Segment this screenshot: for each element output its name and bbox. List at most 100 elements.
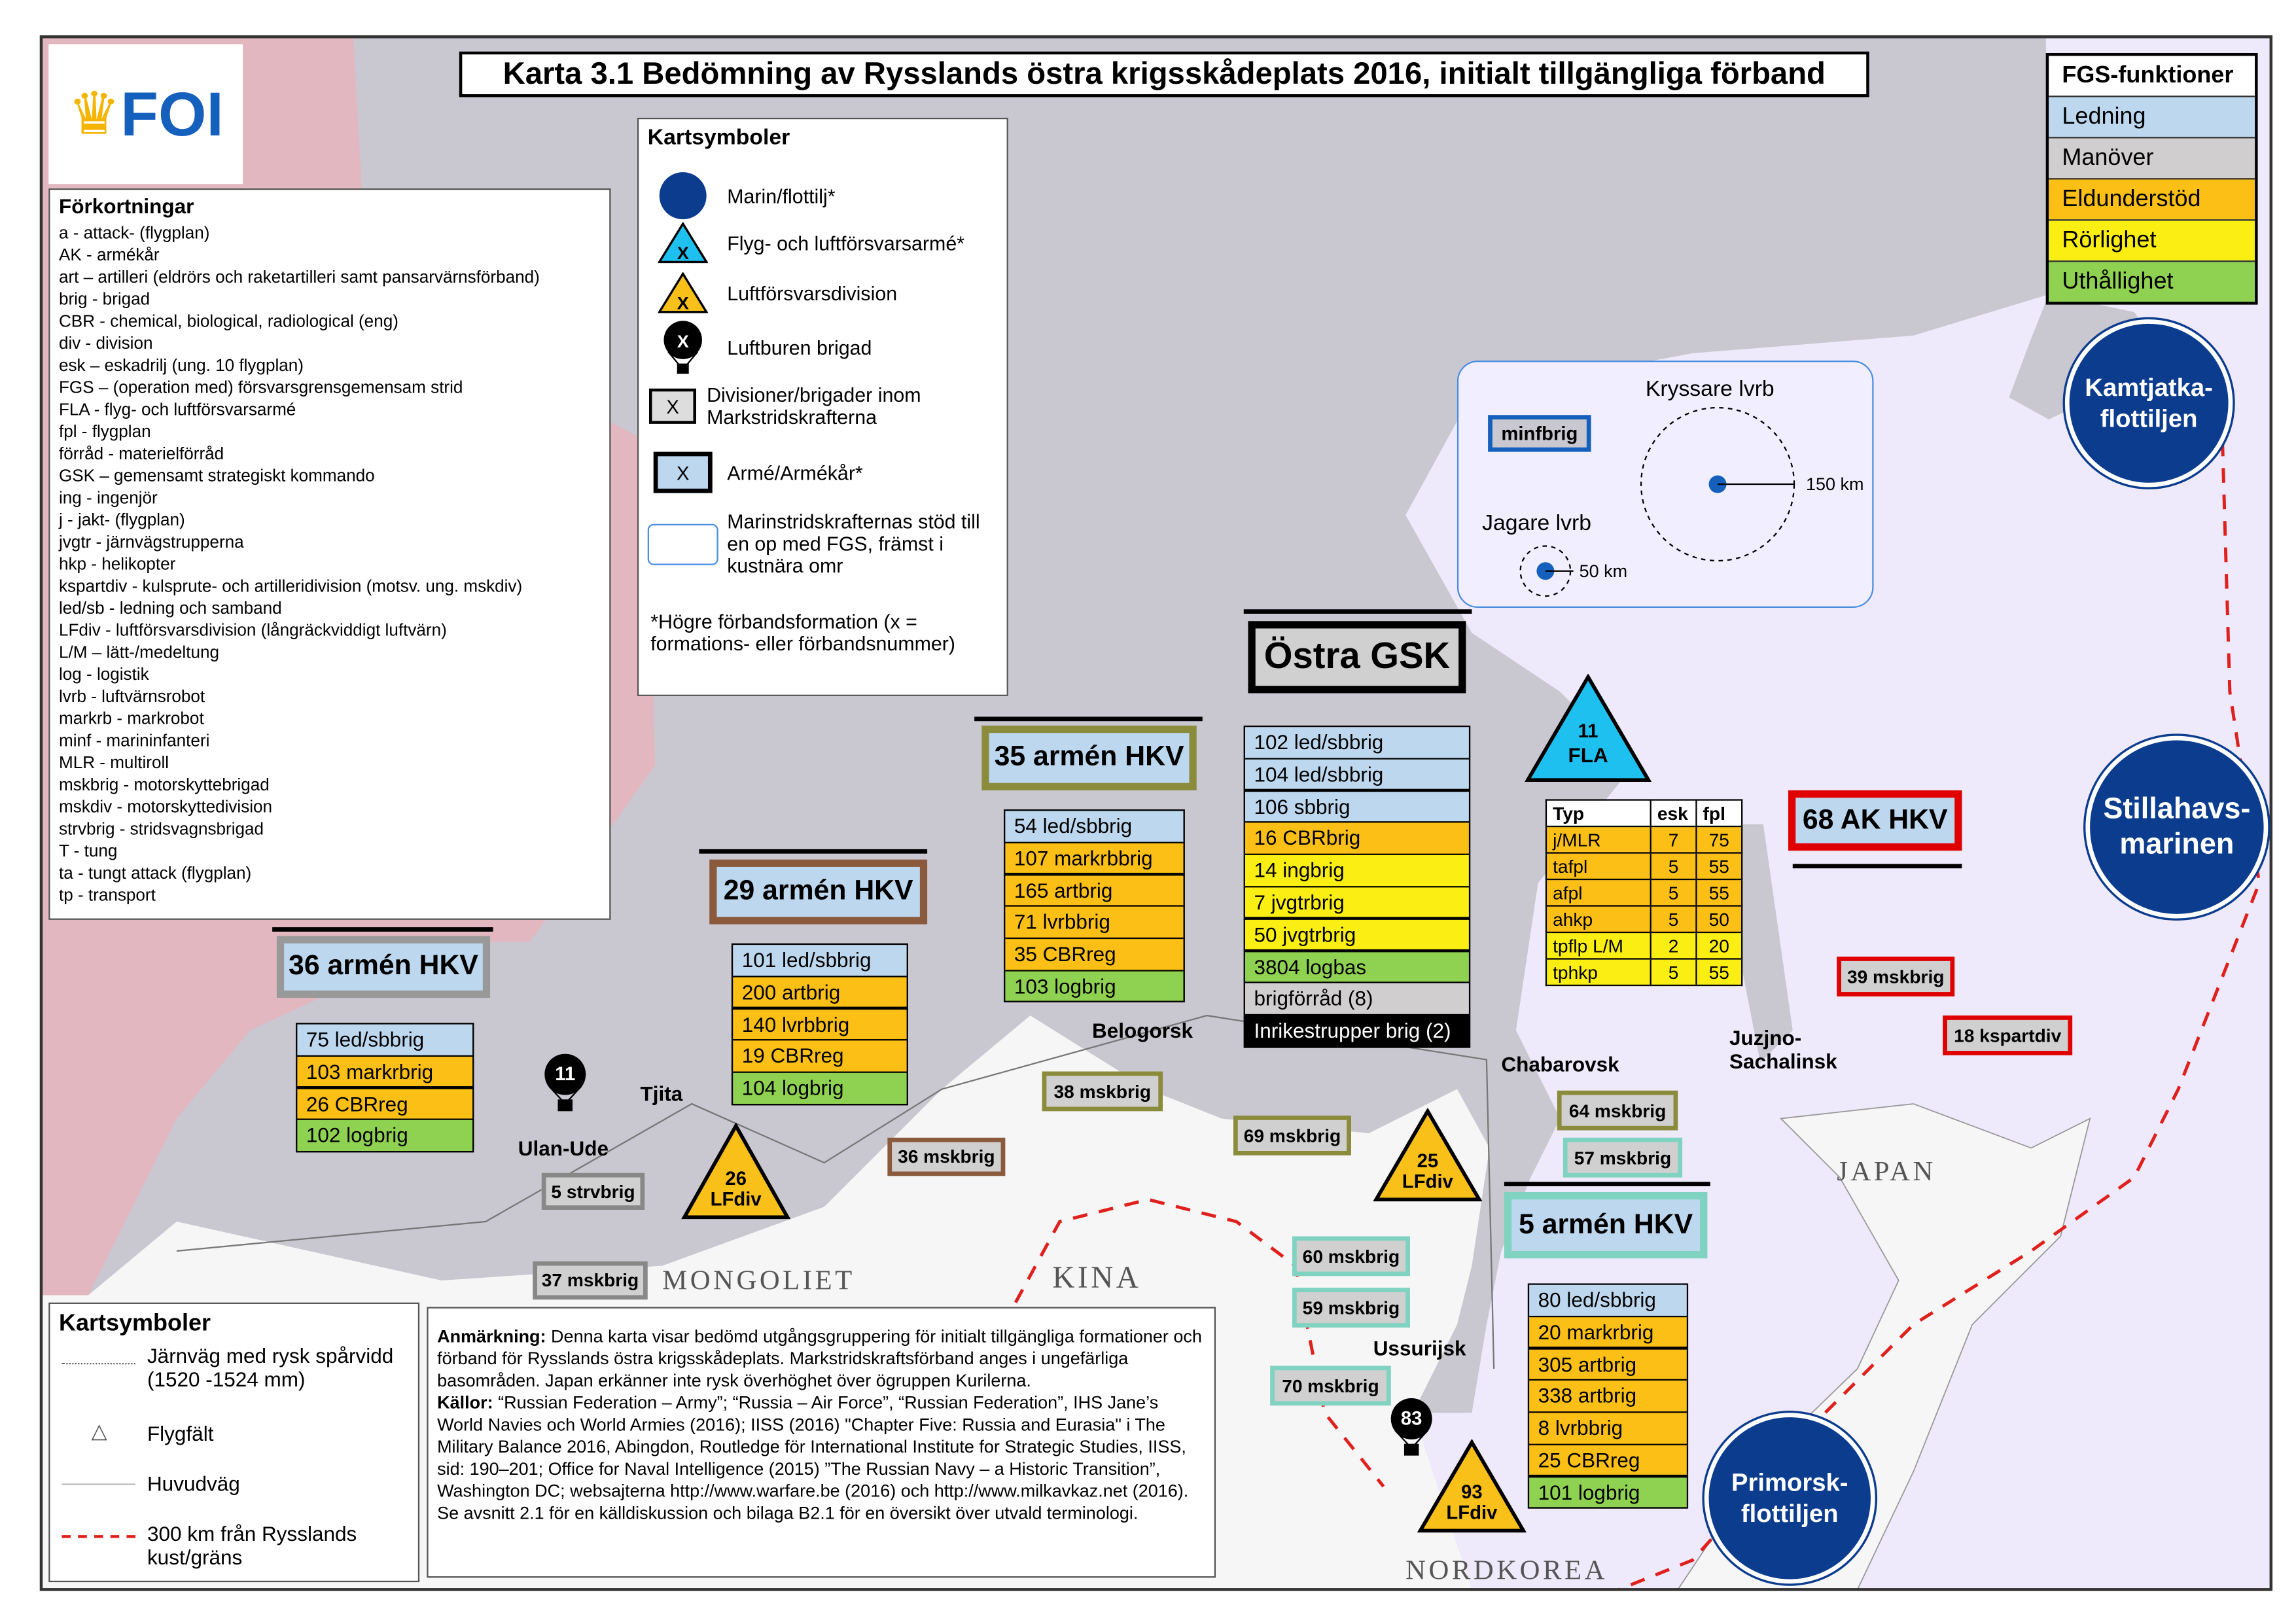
unit-tag: 59 mskbrig: [1292, 1288, 1410, 1328]
destroyer-range: 50 km: [1579, 561, 1628, 582]
abbreviation-item: art – artilleri (eldrörs och raketartill…: [58, 268, 540, 287]
unit-item: 305 artbrig: [1529, 1349, 1687, 1379]
abbreviation-item: markrb - markrobot: [58, 709, 204, 729]
red-line-icon: [62, 1535, 135, 1538]
table-cell: 55: [1695, 958, 1743, 987]
table-header: fpl: [1695, 799, 1743, 828]
remark-label: Anmärkning:: [437, 1326, 546, 1347]
abbreviations-header: Förkortningar: [58, 194, 194, 218]
abbreviation-item: MLR - multiroll: [58, 753, 169, 773]
fla-triangle-icon: X: [658, 222, 708, 264]
abbreviation-item: FGS – (operation med) försvarsgrensgemen…: [58, 378, 463, 398]
symbol-lfdiv: X Luftförsvarsdivision: [639, 272, 1006, 313]
cruiser-label: Kryssare lvrb: [1645, 376, 1775, 402]
abbreviation-item: led/sb - ledning och samband: [58, 599, 282, 618]
hq-ostra-gsk: Östra GSK: [1248, 621, 1466, 694]
abbreviation-item: ta - tungt attack (flygplan): [58, 864, 252, 883]
city-belogorsk: Belogorsk: [1092, 1018, 1193, 1042]
lfdiv-triangle-icon: [1417, 1438, 1527, 1533]
unit-item: 20 markrbrig: [1529, 1316, 1687, 1347]
abbreviation-item: L/M – lätt-/medeltung: [58, 643, 219, 663]
country-mongolia: MONGOLIET: [662, 1265, 855, 1297]
unit-tag: 39 mskbrig: [1837, 957, 1955, 996]
units-35-army: 54 led/sbbrig 107 markrbbrig 165 artbrig 71…: [1004, 809, 1185, 1003]
country-north-korea: NORDKOREA: [1405, 1555, 1608, 1587]
abbreviation-item: jvgtr - järnvägstrupperna: [58, 533, 244, 552]
fgs-item-rorlighet: Rörlighet: [2049, 219, 2255, 261]
see-also-text: Se avsnitt 2.1 för en källdiskussion och…: [437, 1502, 1139, 1524]
crown-icon: ♛: [67, 81, 121, 147]
city-ulan-ude: Ulan-Ude: [518, 1136, 609, 1160]
unit-item: 7 jvgtrbrig: [1245, 887, 1469, 918]
lfdiv-93-triangle: 93 LFdiv: [1417, 1438, 1527, 1534]
unit-item: 101 led/sbbrig: [733, 945, 907, 976]
unit-item: 104 led/sbbrig: [1245, 759, 1469, 790]
fla-11-triangle: 11 FLA: [1524, 673, 1652, 783]
hq-35-army: 35 armén HKV: [981, 725, 1197, 790]
unit-item: 200 artbrig: [733, 977, 907, 1008]
symbol-fla: X Flyg- och luftförsvarsarmé*: [639, 222, 1006, 264]
unit-tag: 36 mskbrig: [887, 1137, 1006, 1176]
fla-label: FLA: [1568, 743, 1608, 767]
hq-bar: [974, 716, 1203, 722]
navy-circle-icon: [659, 172, 707, 220]
legend2-header: Kartsymboler: [58, 1311, 211, 1337]
hq-68-ak: 68 AK HKV: [1788, 790, 1962, 851]
parachute-icon: X: [663, 321, 702, 374]
hq-bar: [1504, 1182, 1710, 1187]
army-corps-icon: X: [653, 451, 713, 493]
symbol-label: Marinstridskrafternas stöd till en op me…: [727, 510, 980, 577]
unit-item: 102 logbrig: [297, 1120, 473, 1151]
legend2-label: Järnväg med rysk spårvidd (1520 -1524 mm…: [147, 1343, 394, 1391]
ground-unit-icon: X: [649, 388, 697, 424]
svg-text:X: X: [677, 293, 689, 313]
symbol-label: Divisioner/brigader inom Markstridskraft…: [707, 384, 921, 429]
fleet-kamtjatka: Kamtjatka-flottiljen: [2064, 319, 2233, 487]
table-cell: tphkp: [1545, 958, 1651, 987]
abbreviation-item: GSK – gemensamt strategiskt kommando: [58, 467, 375, 486]
unit-item: 19 CBRreg: [733, 1041, 907, 1072]
railway: [176, 1014, 1495, 1369]
symbol-airborne: X Luftburen brigad: [639, 319, 1006, 375]
unit-item: 25 CBRreg: [1529, 1445, 1687, 1475]
fleet-stillahavs: Stillahavs-marinen: [2085, 735, 2269, 919]
unit-item: 103 logbrig: [1005, 971, 1184, 1002]
sources-text: “Russian Federation – Army”; “Russia – A…: [437, 1392, 1189, 1502]
map-symbols-legend-2: Kartsymboler Järnväg med rysk spårvidd (…: [48, 1302, 420, 1583]
unit-item: brigförråd (8): [1245, 983, 1469, 1014]
map-symbols-box: Kartsymboler Marin/flottilj* X Flyg- och …: [637, 117, 1008, 696]
table-cell: j/MLR: [1545, 825, 1651, 854]
lfdiv-triangle-icon: [681, 1122, 791, 1220]
abbreviation-item: j - jakt- (flygplan): [58, 510, 185, 530]
symbol-navy: Marin/flottilj*: [639, 172, 1006, 220]
unit-item: 8 lvrbbrig: [1529, 1413, 1687, 1443]
airfield-icon: △: [91, 1419, 107, 1443]
airborne-number: 11: [555, 1063, 576, 1085]
table-cell: 5: [1650, 958, 1697, 987]
hq-bar: [1792, 864, 1962, 869]
unit-item: 54 led/sbbrig: [1005, 811, 1184, 841]
symbols-footnote: *Högre förbandsformation (x = formations…: [650, 610, 956, 655]
300km-line-china: [1014, 1197, 1385, 1488]
fgs-item-uthallighet: Uthållighet: [2049, 260, 2255, 302]
legend2-label: Huvudväg: [147, 1472, 240, 1496]
note-box: Anmärkning: Denna karta visar bedömd utg…: [427, 1307, 1216, 1578]
table-cell: 50: [1695, 905, 1743, 934]
naval-support-area-icon: [647, 523, 718, 565]
city-juzjno-sachalinsk: Juzjno-Sachalinsk: [1729, 1025, 1837, 1073]
unit-item: 16 CBRbrig: [1245, 823, 1469, 854]
fgs-item-ledning: Ledning: [2049, 96, 2255, 137]
symbol-naval-support: Marinstridskrafternas stöd till en op me…: [639, 511, 1006, 577]
country-china: KINA: [1052, 1260, 1142, 1296]
hq-bar: [1243, 609, 1472, 614]
abbreviation-item: kspartdiv - kulsprute- och artilleridivi…: [58, 576, 523, 597]
table-cell: 55: [1695, 878, 1743, 907]
unit-item: 75 led/sbbrig: [297, 1024, 473, 1055]
lfdiv-25-triangle: 25 LFdiv: [1373, 1107, 1483, 1203]
symbol-ground: X Divisioner/brigader inom Markstridskraf…: [639, 384, 1006, 429]
symbol-label: Luftburen brigad: [727, 336, 872, 359]
map-symbols-header: Kartsymboler: [647, 125, 790, 150]
table-cell: afpl: [1545, 878, 1651, 907]
abbreviation-item: mskdiv - motorskyttedivision: [58, 798, 273, 817]
foi-logo: ♛ FOI: [48, 44, 243, 185]
